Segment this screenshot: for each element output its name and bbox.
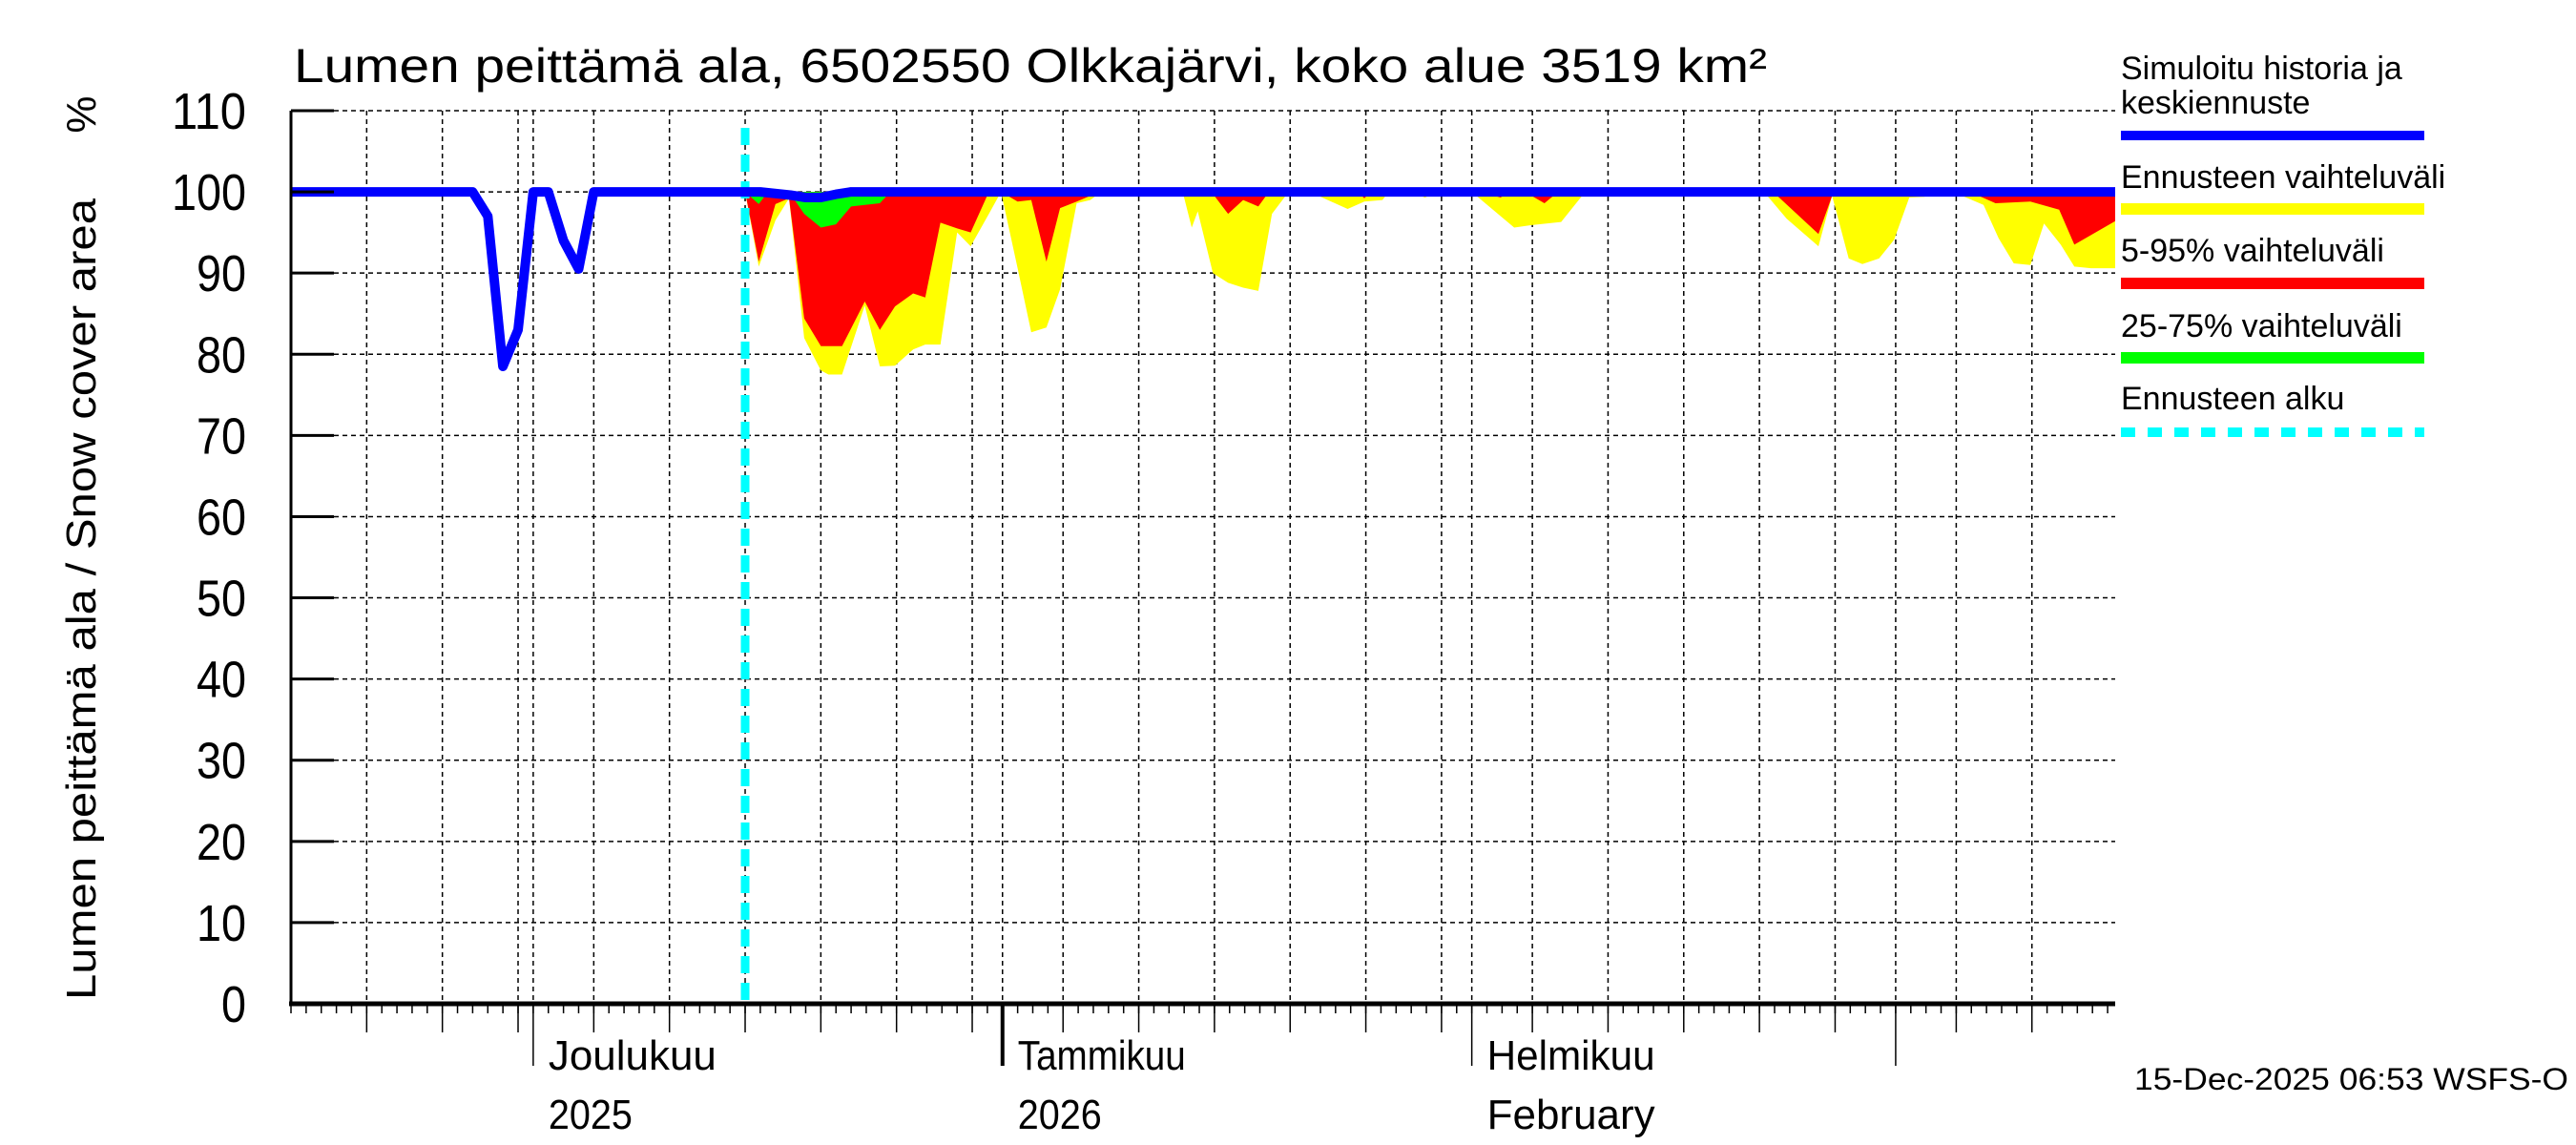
x-tick-labels: Joulukuu 2025 Tammikuu 2026 Helmikuu February bbox=[549, 1032, 1655, 1138]
y-tick-label: 30 bbox=[197, 733, 246, 790]
forecast-bands bbox=[745, 192, 2115, 375]
axes bbox=[289, 109, 2115, 1066]
legend-label: Simuloitu historia ja bbox=[2121, 51, 2402, 87]
y-tick-label: 20 bbox=[197, 814, 246, 871]
legend-label: keskiennuste bbox=[2121, 85, 2310, 121]
month-sublabel: 2026 bbox=[1018, 1092, 1102, 1138]
median-line bbox=[291, 187, 2115, 371]
y-tick-label: 70 bbox=[197, 407, 246, 465]
series-lines bbox=[291, 128, 2115, 1004]
y-tick-label: 110 bbox=[172, 83, 246, 140]
y-tick-label: 40 bbox=[197, 652, 246, 709]
chart-title: Lumen peittämä ala, 6502550 Olkkajärvi, … bbox=[294, 39, 1767, 93]
band-area bbox=[745, 192, 2115, 346]
y-tick-label: 0 bbox=[221, 976, 246, 1033]
legend-label: Ennusteen vaihteluväli bbox=[2121, 159, 2445, 196]
y-tick-label: 90 bbox=[197, 245, 246, 302]
y-tick-label: 50 bbox=[197, 571, 246, 628]
band-area bbox=[745, 192, 891, 228]
y-tick-label: 10 bbox=[197, 895, 246, 952]
legend-label: 25-75% vaihteluväli bbox=[2121, 308, 2402, 344]
month-sublabel: February bbox=[1487, 1092, 1655, 1138]
y-tick-label: 60 bbox=[197, 489, 246, 546]
month-label: Helmikuu bbox=[1487, 1032, 1655, 1079]
y-axis-unit: % bbox=[58, 95, 105, 133]
timestamp: 15-Dec-2025 06:53 WSFS-O bbox=[2134, 1062, 2568, 1096]
month-label: Tammikuu bbox=[1018, 1032, 1186, 1079]
month-label: Joulukuu bbox=[549, 1032, 717, 1079]
grid-lines bbox=[291, 110, 2115, 1004]
y-tick-labels: 0 10 20 30 40 50 60 70 80 90 100 110 bbox=[172, 83, 246, 1033]
y-axis-label: Lumen peittämä ala / Snow cover area bbox=[58, 198, 105, 1000]
y-tick-label: 100 bbox=[172, 164, 246, 221]
y-tick-label: 80 bbox=[197, 326, 246, 384]
legend-label: 5-95% vaihteluväli bbox=[2121, 233, 2384, 269]
month-sublabel: 2025 bbox=[549, 1092, 633, 1138]
legend-label: Ennusteen alku bbox=[2121, 381, 2344, 417]
